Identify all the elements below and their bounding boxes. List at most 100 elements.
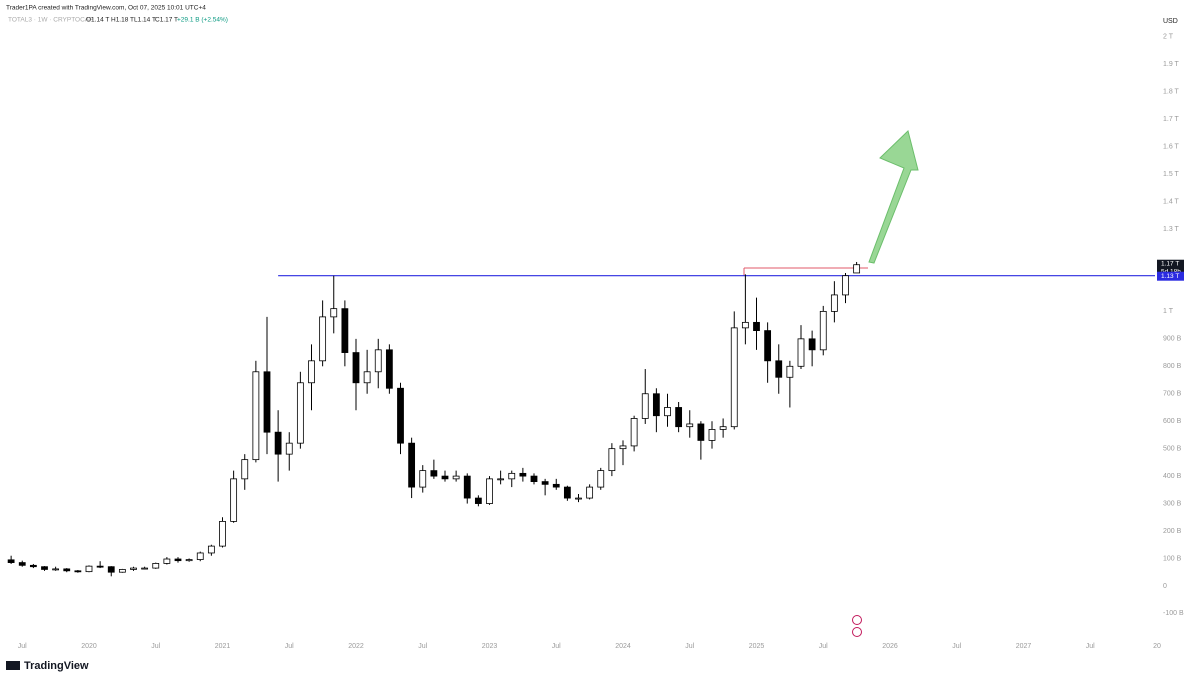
candle-body — [541, 481, 549, 485]
candle-body — [63, 568, 71, 572]
candle-body — [96, 565, 104, 568]
candle-body — [185, 559, 193, 562]
candle-body — [29, 564, 37, 568]
candle-body — [196, 552, 204, 560]
candle-body — [107, 566, 115, 573]
candle-body — [530, 475, 538, 482]
x-tick-label: Jul — [18, 643, 27, 650]
candle-body — [41, 566, 48, 570]
candle-body — [497, 478, 505, 481]
candle-body — [263, 371, 271, 433]
candle-body — [519, 472, 527, 477]
candle-body — [274, 431, 282, 455]
candle-body — [319, 316, 327, 362]
candle-body — [652, 393, 660, 417]
logo-mark — [6, 661, 20, 670]
x-tick-label: Jul — [552, 643, 561, 650]
candle-body — [408, 442, 416, 488]
x-tick-label: 2021 — [215, 643, 231, 650]
candle-body — [830, 294, 838, 312]
x-tick-label: 2023 — [482, 643, 498, 650]
y-tick-label: 1.8 T — [1163, 89, 1180, 96]
candle-body — [842, 275, 849, 296]
candle-body — [708, 429, 716, 441]
x-tick-label: 20 — [1153, 643, 1161, 650]
y-tick-label: 500 B — [1163, 445, 1182, 452]
x-tick-label: 2026 — [882, 643, 898, 650]
x-tick-label: Jul — [819, 643, 828, 650]
candle-body — [675, 407, 683, 428]
candle-body — [730, 327, 738, 428]
brand: TradingView — [24, 660, 89, 672]
event-icon — [852, 615, 862, 625]
candle-body — [753, 321, 760, 332]
candle-body — [797, 338, 805, 367]
y-tick-label: 700 B — [1163, 391, 1182, 398]
event-icon — [852, 627, 862, 637]
y-tick-label: 1.4 T — [1163, 198, 1180, 205]
candle-body — [7, 559, 15, 563]
candle-body — [152, 563, 160, 569]
candle-body — [18, 562, 26, 566]
x-tick-label: Jul — [285, 643, 294, 650]
candle-body — [630, 418, 638, 447]
candle-body — [141, 567, 149, 570]
symbol: TOTAL3 · 1W · CRYPTOCAP — [8, 17, 93, 24]
y-tick-label: 1.9 T — [1163, 61, 1180, 68]
candle-body — [597, 470, 605, 488]
candle-body — [452, 475, 460, 480]
y-tick-label: 300 B — [1163, 500, 1182, 507]
candle-body — [74, 570, 82, 573]
candle-body — [397, 387, 404, 444]
candle-body — [174, 558, 182, 562]
candle-body — [586, 486, 594, 499]
y-tick-label: 400 B — [1163, 473, 1182, 480]
x-tick-label: Jul — [418, 643, 427, 650]
candle-body — [508, 472, 516, 480]
candle-body — [819, 310, 827, 351]
y-tick-label: 200 B — [1163, 528, 1182, 535]
candle-body — [575, 497, 582, 500]
candle-body — [330, 308, 338, 318]
candle-body — [786, 365, 794, 378]
candle-body — [664, 407, 671, 417]
candle-body — [486, 478, 493, 504]
y-tick-label: 1.6 T — [1163, 144, 1180, 151]
x-tick-label: Jul — [151, 643, 160, 650]
candle-body — [741, 321, 749, 329]
candle-body — [441, 475, 449, 480]
y-tick-label: 1.5 T — [1163, 171, 1180, 178]
candle-body — [430, 470, 438, 477]
ohlc-change: +29.1 B (+2.54%) — [177, 17, 228, 24]
currency: USD — [1163, 18, 1178, 25]
ohlc-high: H1.18 T — [111, 17, 134, 24]
candle-body — [285, 442, 293, 455]
candle-body — [163, 558, 171, 564]
candle-body — [619, 445, 627, 450]
level-box — [1157, 271, 1184, 281]
y-tick-label: 100 B — [1163, 555, 1182, 562]
up-arrow — [868, 130, 919, 264]
x-tick-label: 2022 — [348, 643, 364, 650]
x-tick-label: 2027 — [1016, 643, 1032, 650]
candle-body — [474, 497, 482, 504]
y-tick-label: 900 B — [1163, 336, 1182, 343]
y-tick-label: 800 B — [1163, 363, 1182, 370]
y-tick-label: 1.7 T — [1163, 116, 1180, 123]
candle-body — [775, 360, 783, 378]
y-tick-label: 600 B — [1163, 418, 1182, 425]
candle-body — [85, 565, 93, 573]
candle-body — [341, 308, 349, 353]
y-tick-label: -100 B — [1163, 610, 1184, 617]
price-label: 1.17 T — [1161, 260, 1179, 267]
ohlc-close: C1.17 T — [155, 17, 178, 24]
x-tick-label: 2025 — [749, 643, 765, 650]
candle-body — [363, 371, 371, 384]
x-tick-label: 2024 — [615, 643, 631, 650]
ohlc-low: L1.14 T — [134, 17, 156, 24]
candle-body — [252, 371, 260, 461]
y-tick-label: 1.3 T — [1163, 226, 1180, 233]
x-tick-label: Jul — [952, 643, 961, 650]
candle-body — [207, 545, 215, 554]
